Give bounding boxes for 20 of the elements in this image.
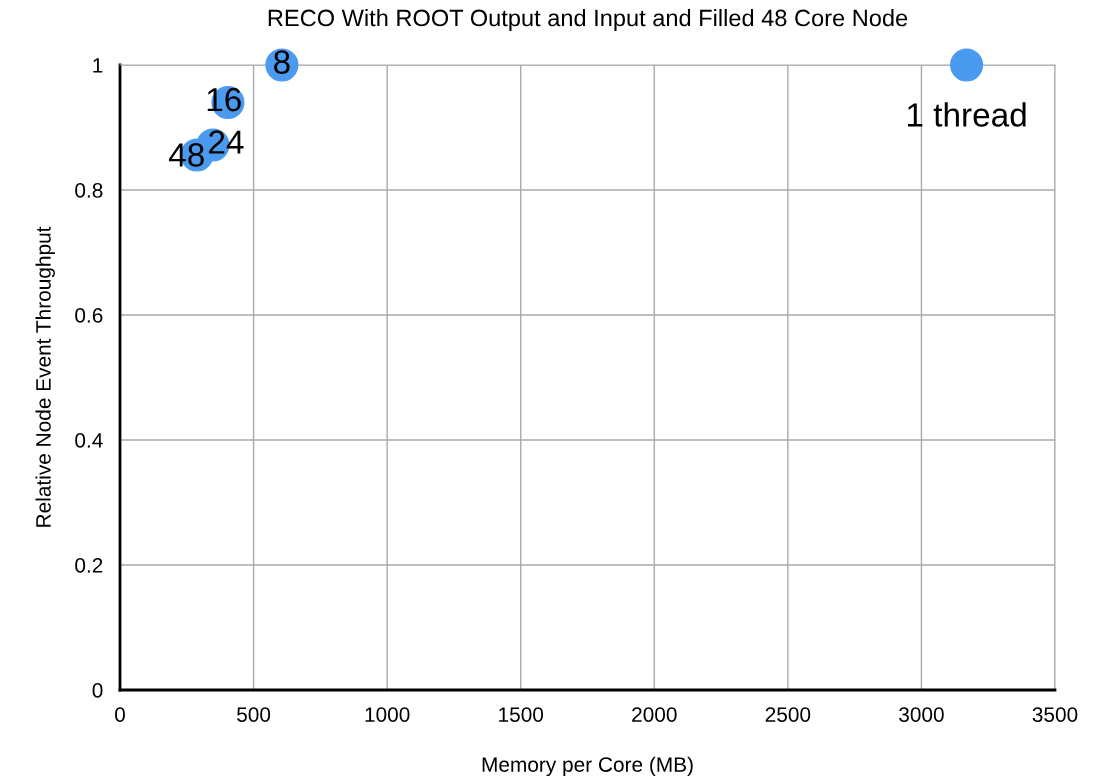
x-tick-label: 0 xyxy=(115,707,125,722)
y-tick-label: 0.2 xyxy=(75,558,103,573)
x-tick-label: 3000 xyxy=(899,707,944,722)
point xyxy=(950,48,984,82)
y-tick-label: 0.8 xyxy=(75,183,103,198)
x-tick-label: 1500 xyxy=(499,707,544,722)
y-tick-label: 0.6 xyxy=(75,308,103,323)
y-axis-title: Relative Node Event Throughput xyxy=(35,226,55,527)
chart-title: RECO With ROOT Output and Input and Filled 48 Core Node xyxy=(268,9,908,32)
x-tick-label: 1000 xyxy=(365,707,410,722)
x-tick-label: 2500 xyxy=(765,707,811,722)
y-tick-label: 0.4 xyxy=(75,433,103,448)
y-tick-label: 0 xyxy=(92,683,103,698)
annotation: 1 thread xyxy=(907,102,1026,127)
x-tick-label: 3500 xyxy=(1032,707,1078,722)
x-tick-label: 2000 xyxy=(632,707,677,722)
annotation: 8 xyxy=(274,50,290,74)
y-tick-label: 1 xyxy=(93,58,103,73)
x-tick-label: 500 xyxy=(237,707,271,722)
x-axis-title: Memory per Core (MB) xyxy=(482,756,693,776)
